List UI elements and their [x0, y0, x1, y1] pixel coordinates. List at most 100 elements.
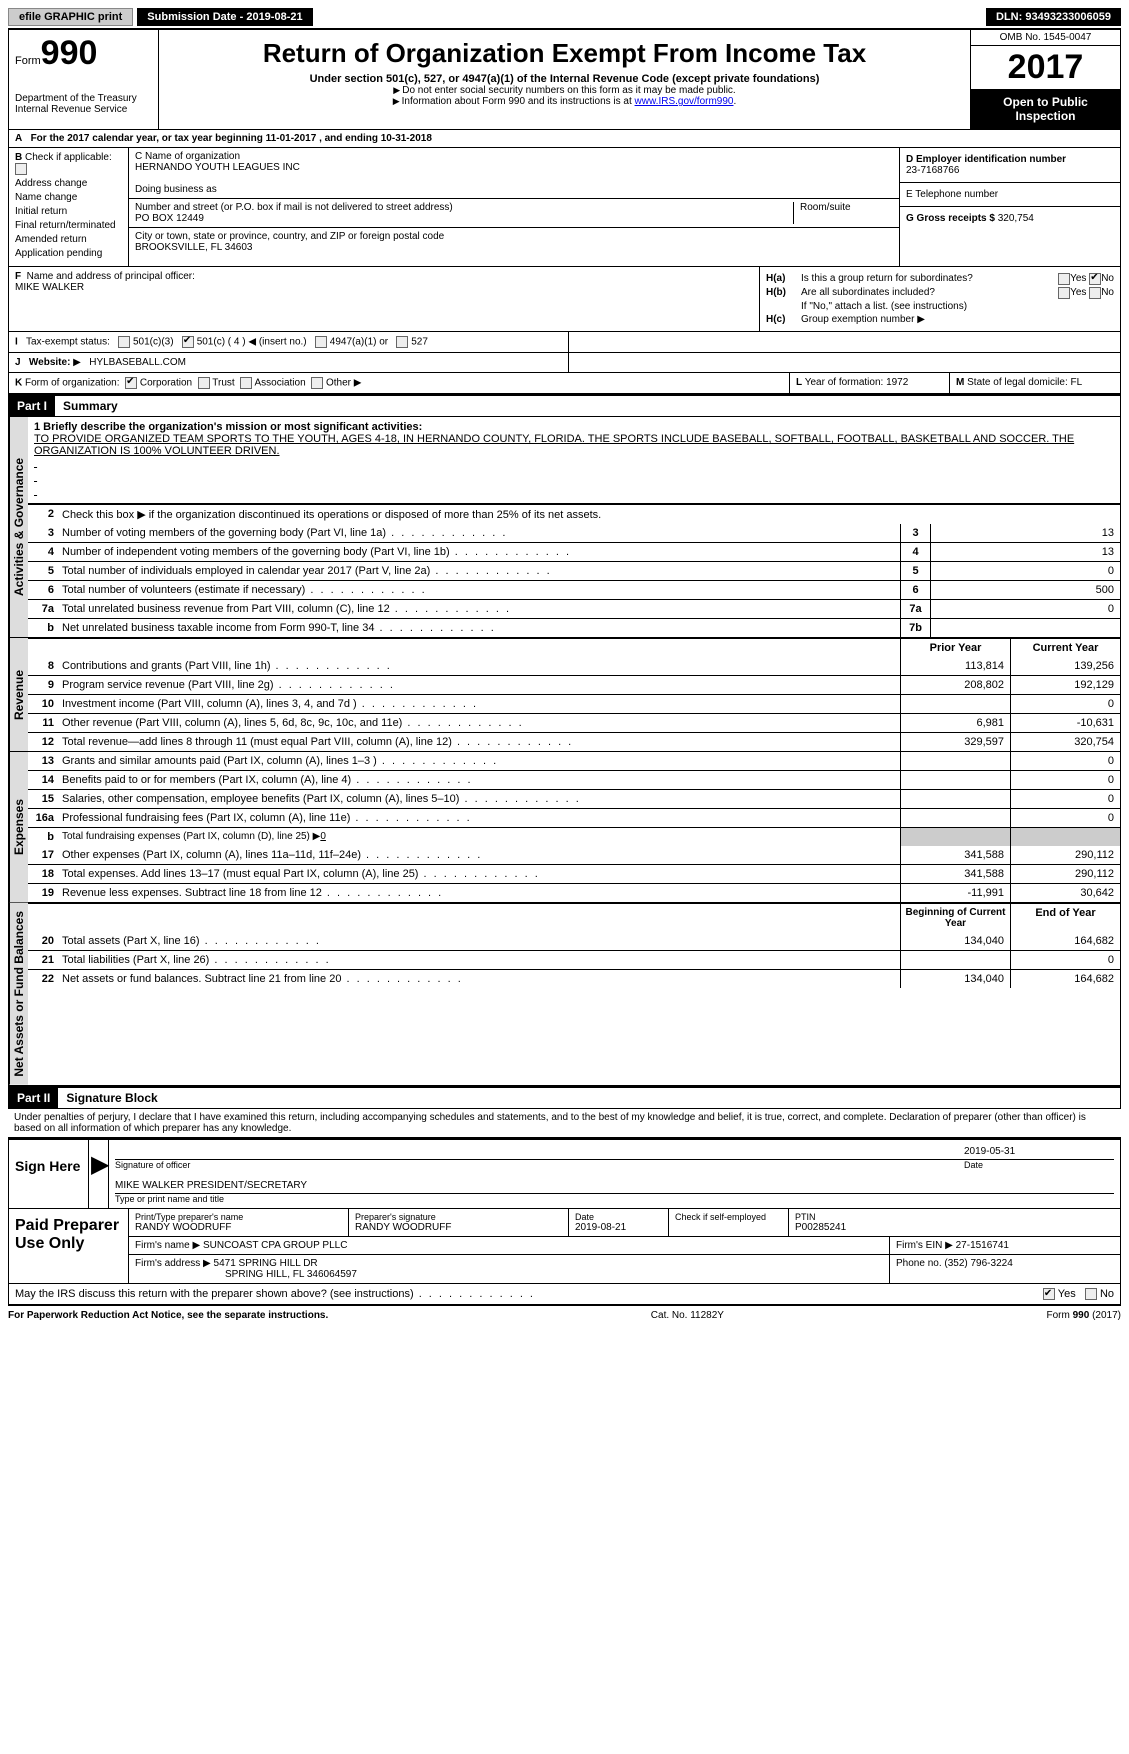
- mission-label: 1 Briefly describe the organization's mi…: [34, 421, 422, 433]
- 501c-checkbox[interactable]: [182, 336, 194, 348]
- city: BROOKSVILLE, FL 34603: [135, 242, 893, 253]
- revenue-block: Revenue Prior Year Current Year 8 Contri…: [8, 638, 1121, 752]
- ha-yes-checkbox[interactable]: [1058, 273, 1070, 285]
- summary-line: 6 Total number of volunteers (estimate i…: [28, 580, 1120, 599]
- summary-line: 4 Number of independent voting members o…: [28, 542, 1120, 561]
- ha-text: Is this a group return for subordinates?: [801, 273, 1058, 285]
- submission-date: Submission Date - 2019-08-21: [137, 8, 312, 26]
- phone-label: E Telephone number: [906, 189, 1114, 200]
- other-checkbox[interactable]: [311, 377, 323, 389]
- part2-header: Part II: [9, 1088, 58, 1108]
- hb-yes-checkbox[interactable]: [1058, 287, 1070, 299]
- tab-expenses: Expenses: [9, 752, 28, 902]
- line-a-prefix: For the 2017 calendar year, or tax year …: [31, 133, 266, 144]
- header-center: Return of Organization Exempt From Incom…: [159, 30, 970, 129]
- line-desc: Total unrelated business revenue from Pa…: [58, 600, 900, 618]
- f-label: F: [15, 271, 21, 282]
- street-label: Number and street (or P.O. box if mail i…: [135, 202, 793, 213]
- dln-value: 93493233006059: [1025, 11, 1111, 23]
- line-number: 19: [28, 884, 58, 902]
- omb-number: OMB No. 1545-0047: [971, 30, 1120, 46]
- pra-notice: For Paperwork Reduction Act Notice, see …: [8, 1310, 328, 1321]
- cat-number: Cat. No. 11282Y: [651, 1310, 724, 1321]
- firm-name-label: Firm's name ▶: [135, 1240, 200, 1251]
- summary-line: 9 Program service revenue (Part VIII, li…: [28, 675, 1120, 694]
- sig-date: 2019-05-31: [964, 1144, 1114, 1160]
- hb-no-checkbox[interactable]: [1089, 287, 1101, 299]
- ha-no-checkbox[interactable]: [1089, 273, 1101, 285]
- line-desc: Investment income (Part VIII, column (A)…: [58, 695, 900, 713]
- check-name[interactable]: Name change: [15, 192, 122, 203]
- line-value: 13: [930, 524, 1120, 542]
- check-final[interactable]: Final return/terminated: [15, 220, 122, 231]
- net-assets-block: Net Assets or Fund Balances Beginning of…: [8, 903, 1121, 1086]
- opt-corp: Corporation: [140, 378, 192, 389]
- org-name: HERNANDO YOUTH LEAGUES INC: [135, 162, 893, 173]
- website-url: HYLBASEBALL.COM: [89, 357, 186, 368]
- check-amended[interactable]: Amended return: [15, 234, 122, 245]
- trust-checkbox[interactable]: [198, 377, 210, 389]
- line-number: b: [28, 619, 58, 637]
- current-value: 0: [1010, 951, 1120, 969]
- l-label: L: [796, 377, 802, 388]
- line-number: 17: [28, 846, 58, 864]
- expenses-block: Expenses 13 Grants and similar amounts p…: [8, 752, 1121, 903]
- check-pending[interactable]: Application pending: [15, 248, 122, 259]
- ha-yes: Yes: [1070, 273, 1086, 285]
- discuss-no: No: [1100, 1288, 1114, 1300]
- discuss-yes-checkbox[interactable]: [1043, 1288, 1055, 1300]
- current-value: 139,256: [1010, 657, 1120, 675]
- hb-label: H(b): [766, 287, 801, 299]
- discuss-no-checkbox[interactable]: [1085, 1288, 1097, 1300]
- summary-line: 12 Total revenue—add lines 8 through 11 …: [28, 732, 1120, 751]
- summary-line: 19 Revenue less expenses. Subtract line …: [28, 883, 1120, 902]
- current-value: 290,112: [1010, 846, 1120, 864]
- line-desc: Grants and similar amounts paid (Part IX…: [58, 752, 900, 770]
- info-note: Information about Form 990 and its instr…: [402, 96, 635, 107]
- line-desc: Total expenses. Add lines 13–17 (must eq…: [58, 865, 900, 883]
- summary-line: 10 Investment income (Part VIII, column …: [28, 694, 1120, 713]
- check-address[interactable]: Address change: [15, 178, 122, 189]
- current-value: 0: [1010, 809, 1120, 827]
- summary-line: 13 Grants and similar amounts paid (Part…: [28, 752, 1120, 770]
- activities-governance: Activities & Governance 1 Briefly descri…: [8, 417, 1121, 638]
- line-a: A For the 2017 calendar year, or tax yea…: [8, 130, 1121, 148]
- line-number: 9: [28, 676, 58, 694]
- prep-date: 2019-08-21: [575, 1222, 662, 1233]
- section-de: D Employer identification number 23-7168…: [900, 148, 1120, 266]
- line-value: [930, 619, 1120, 637]
- top-bar: efile GRAPHIC print Submission Date - 20…: [8, 8, 1121, 26]
- 4947-checkbox[interactable]: [315, 336, 327, 348]
- hb-yes: Yes: [1070, 287, 1086, 299]
- opt-trust: Trust: [212, 378, 234, 389]
- line-number: 18: [28, 865, 58, 883]
- corp-checkbox[interactable]: [125, 377, 137, 389]
- line-desc: Other expenses (Part IX, column (A), lin…: [58, 846, 900, 864]
- line-desc: Total number of volunteers (estimate if …: [58, 581, 900, 599]
- current-value: 0: [1010, 752, 1120, 770]
- 527-checkbox[interactable]: [396, 336, 408, 348]
- prior-value: 341,588: [900, 846, 1010, 864]
- part1-title: Summary: [55, 396, 126, 416]
- part1-bar: Part I Summary: [8, 394, 1121, 417]
- org-name-label: C Name of organization: [135, 151, 893, 162]
- prior-value: 134,040: [900, 970, 1010, 988]
- irs-link[interactable]: www.IRS.gov/form990: [635, 96, 734, 107]
- efile-print-button[interactable]: efile GRAPHIC print: [8, 8, 133, 26]
- current-value: 30,642: [1010, 884, 1120, 902]
- form-year-label: (2017): [1089, 1310, 1121, 1321]
- firm-name: SUNCOAST CPA GROUP PLLC: [203, 1240, 348, 1251]
- checkbox-icon[interactable]: [15, 163, 27, 175]
- section-b: B Check if applicable: Address change Na…: [9, 148, 129, 266]
- section-j: J Website: ▶ HYLBASEBALL.COM: [8, 353, 1121, 373]
- check-initial[interactable]: Initial return: [15, 206, 122, 217]
- 501c3-checkbox[interactable]: [118, 336, 130, 348]
- line-desc: Other revenue (Part VIII, column (A), li…: [58, 714, 900, 732]
- firm-ein: 27-1516741: [956, 1240, 1009, 1251]
- prior-value: [900, 951, 1010, 969]
- tax-year-begin: 11-01-2017: [266, 133, 317, 144]
- assoc-checkbox[interactable]: [240, 377, 252, 389]
- prep-sig: RANDY WOODRUFF: [355, 1222, 562, 1233]
- opt-501c: 501(c) ( 4 ): [197, 337, 246, 348]
- form-header: Form990 Department of the Treasury Inter…: [8, 28, 1121, 130]
